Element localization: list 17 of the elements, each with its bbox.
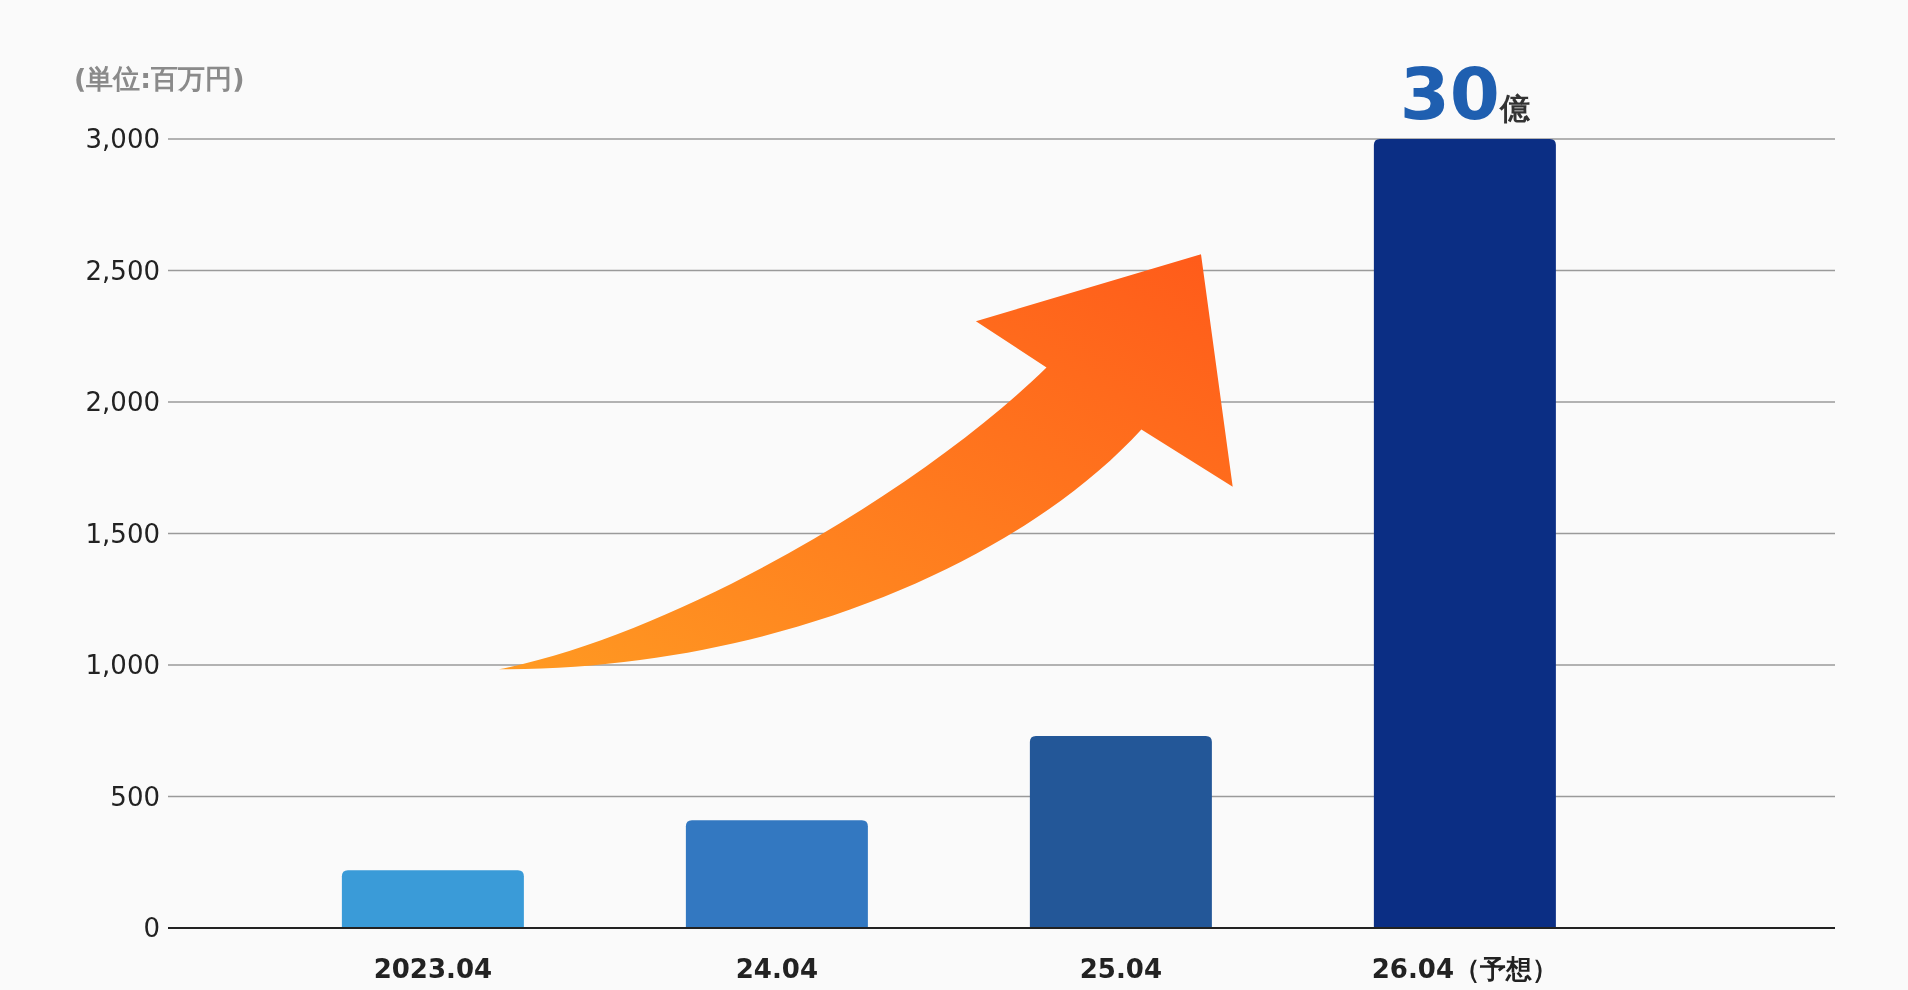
bar: [341, 870, 524, 928]
bar: [1373, 139, 1556, 928]
y-tick-label: 3,000: [85, 124, 160, 154]
bar: [1029, 736, 1212, 928]
y-tick-label: 500: [110, 781, 160, 812]
y-tick-label: 2,500: [85, 255, 160, 286]
bar: [685, 820, 868, 928]
x-tick-label: 25.04: [1079, 954, 1163, 984]
y-axis-title: (単位:百万円): [74, 63, 245, 94]
y-tick-label: 0: [143, 913, 160, 943]
y-tick-label: 1,000: [85, 650, 160, 680]
y-tick-label: 2,000: [85, 387, 160, 417]
x-tick-label: 26.04（予想）: [1371, 954, 1559, 984]
x-tick-label: 2023.04: [373, 954, 493, 984]
y-tick-label: 1,500: [85, 518, 160, 549]
x-tick-label: 24.04: [735, 954, 819, 984]
annotation: 30億: [1399, 52, 1531, 136]
